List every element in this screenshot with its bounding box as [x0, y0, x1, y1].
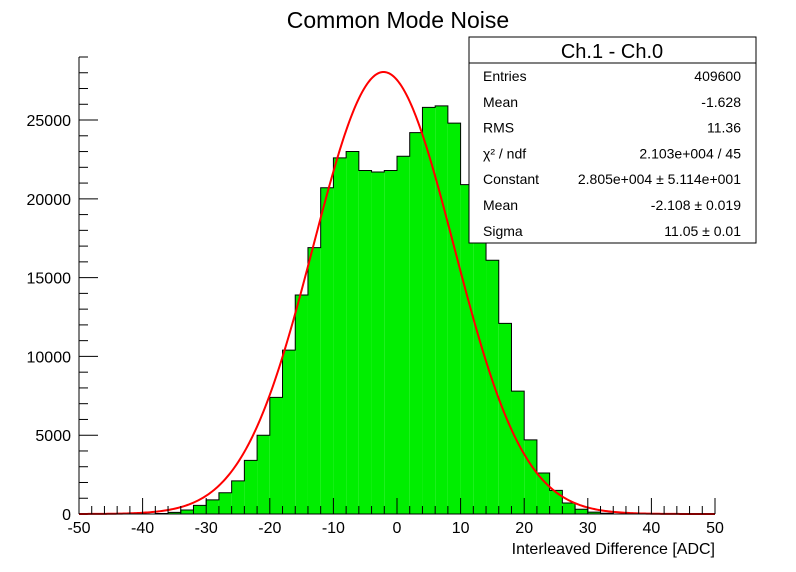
x-tick-label: 10 — [452, 520, 470, 537]
histogram-bin — [422, 107, 436, 515]
x-tick-label: -30 — [195, 520, 218, 537]
x-axis-label: Interleaved Difference [ADC] — [512, 541, 715, 558]
histogram-bin — [333, 157, 347, 515]
histogram-bin — [269, 397, 283, 514]
histogram-bin — [206, 499, 219, 514]
histogram-bin — [460, 184, 474, 514]
histogram-bin — [180, 510, 194, 514]
stats-row-value: -2.108 ± 0.019 — [651, 197, 741, 213]
histogram-bin — [168, 512, 181, 514]
histogram-bin — [587, 512, 601, 514]
histogram-bin — [244, 460, 258, 514]
chart-title: Common Mode Noise — [287, 7, 509, 33]
histogram-bin — [257, 435, 270, 514]
stats-row-label: RMS — [483, 120, 514, 136]
stats-row-value: 2.805e+004 ± 5.114e+001 — [578, 171, 741, 187]
stats-row-value: 11.36 — [707, 120, 741, 136]
y-tick-label: 5000 — [35, 428, 71, 445]
stats-row-label: Mean — [483, 94, 518, 110]
gaussian-fit-curve — [79, 70, 715, 515]
stats-row-value: -1.628 — [701, 94, 741, 110]
histogram-bin — [218, 492, 232, 514]
stats-row-label: Sigma — [483, 223, 523, 239]
histogram-bin — [358, 170, 372, 514]
histogram-bin — [524, 439, 537, 514]
x-tick-label: -10 — [322, 520, 345, 537]
stats-row-value: 2.103e+004 / 45 — [639, 145, 741, 161]
histogram-bin — [397, 156, 410, 515]
histogram-bin — [473, 203, 487, 514]
x-tick-label: 0 — [393, 520, 402, 537]
y-tick-label: 15000 — [27, 271, 72, 288]
histogram-bin — [231, 480, 245, 514]
histogram-bin — [307, 247, 321, 514]
histogram-bin — [511, 391, 525, 514]
stats-box-frame — [468, 36, 757, 244]
histogram-bin — [486, 260, 499, 514]
y-tick-label: 10000 — [27, 349, 72, 366]
histogram-bin — [282, 350, 296, 514]
histogram-bin — [435, 105, 448, 515]
histogram-bin — [549, 490, 563, 514]
stats-row-value: 11.05 ± 0.01 — [664, 223, 741, 239]
x-tick-label: 40 — [643, 520, 661, 537]
stats-box: Ch.1 - Ch.0 Entries 409600 Mean -1.628 RMS 11… — [468, 36, 757, 244]
histogram-bin — [447, 123, 461, 514]
histogram-bin — [384, 170, 397, 514]
stats-row-label: Constant — [483, 171, 539, 187]
x-tick-label: 30 — [579, 520, 597, 537]
histogram-bin — [575, 509, 588, 514]
histogram-bars — [79, 105, 715, 515]
stats-box-rows: Entries 409600 Mean -1.628 RMS 11.36 χ² / ndf 2… — [483, 68, 741, 239]
stats-row-label: Mean — [483, 197, 518, 213]
x-tick-label: -50 — [67, 520, 90, 537]
histogram-bin — [346, 151, 359, 514]
x-tick-label: -40 — [131, 520, 154, 537]
histogram-bin — [562, 502, 576, 514]
y-tick-label: 0 — [62, 507, 71, 524]
x-tick-label: 20 — [515, 520, 533, 537]
x-tick-label: 50 — [706, 520, 724, 537]
histogram-bin — [371, 172, 385, 514]
axes: -50 -40 -30 -20 -10 0 10 20 30 40 50 0 5000 10000 1500… — [27, 56, 724, 537]
histogram-bin — [498, 323, 512, 514]
stats-row-label: Entries — [483, 68, 527, 84]
y-tick-label: 25000 — [27, 113, 72, 130]
histogram-bin — [193, 505, 207, 514]
histogram-bin — [409, 132, 423, 515]
histogram-bin — [295, 294, 308, 514]
stats-box-title: Ch.1 - Ch.0 — [561, 41, 663, 63]
stats-row-value: 409600 — [694, 68, 741, 84]
stats-row-label: χ² / ndf — [483, 145, 526, 161]
y-tick-label: 20000 — [27, 192, 72, 209]
x-tick-label: -20 — [258, 520, 281, 537]
histogram-bin — [320, 187, 334, 514]
